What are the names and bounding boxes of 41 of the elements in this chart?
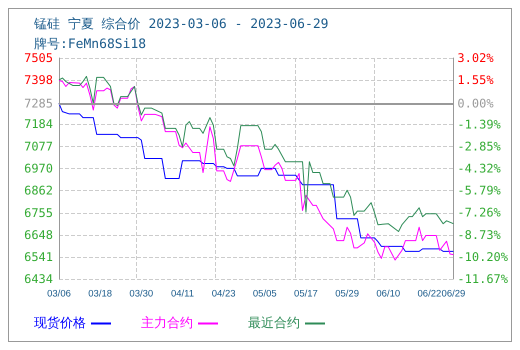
y-tick-label: 7184 bbox=[24, 117, 53, 132]
y-tick-label: 6862 bbox=[24, 184, 53, 198]
chart-title: 锰硅 宁夏 综合价 2023-03-06 - 2023-06-29 bbox=[33, 16, 328, 32]
x-tick-label: 04/23 bbox=[212, 288, 236, 300]
y-tick-label: 7505 bbox=[24, 51, 53, 65]
y2-tick-label: 1.55% bbox=[457, 73, 494, 88]
legend-label: 现货价格 bbox=[34, 316, 86, 331]
y-tick-label: 6755 bbox=[24, 206, 53, 220]
y2-tick-label: -5.79% bbox=[457, 184, 502, 198]
x-tick-label: 03/18 bbox=[88, 288, 112, 300]
x-tick-label: 05/29 bbox=[335, 288, 359, 300]
y-tick-label: 6541 bbox=[24, 250, 53, 264]
y2-tick-label: 0.00% bbox=[457, 96, 494, 110]
y2-tick-label: -4.32% bbox=[457, 161, 502, 176]
y-tick-label: 6434 bbox=[24, 272, 53, 286]
x-tick-label: 04/11 bbox=[170, 288, 194, 300]
y-tick-label: 7398 bbox=[24, 73, 53, 88]
y2-tick-label: -7.26% bbox=[457, 206, 502, 220]
y2-tick-label: 3.02% bbox=[457, 51, 494, 65]
x-tick-label: 06/22 bbox=[418, 288, 442, 300]
y-tick-label: 7285 bbox=[24, 96, 53, 110]
legend-label: 最近合约 bbox=[248, 316, 300, 331]
x-tick-label: 06/10 bbox=[376, 288, 400, 300]
y2-tick-label: -8.73% bbox=[457, 228, 502, 242]
x-tick-label: 06/29 bbox=[442, 288, 466, 300]
line-series bbox=[58, 80, 454, 261]
y-tick-label: 7077 bbox=[24, 139, 53, 154]
legend-label: 主力合约 bbox=[141, 315, 193, 331]
y-tick-label: 6648 bbox=[24, 228, 53, 242]
x-tick-label: 03/30 bbox=[129, 288, 154, 300]
x-tick-label: 03/06 bbox=[47, 288, 71, 300]
line-series bbox=[58, 76, 454, 232]
line-series bbox=[58, 102, 454, 252]
y2-tick-label: -1.39% bbox=[457, 117, 502, 132]
y2-tick-label: -2.85% bbox=[457, 139, 502, 154]
y-tick-label: 6970 bbox=[24, 161, 53, 176]
y2-tick-label: -10.20% bbox=[457, 250, 509, 264]
x-tick-label: 05/17 bbox=[294, 288, 318, 300]
x-tick-label: 05/05 bbox=[252, 288, 277, 300]
chart-subtitle: 牌号:FeMn68Si18 bbox=[34, 37, 146, 52]
y2-tick-label: -11.67% bbox=[457, 272, 509, 286]
